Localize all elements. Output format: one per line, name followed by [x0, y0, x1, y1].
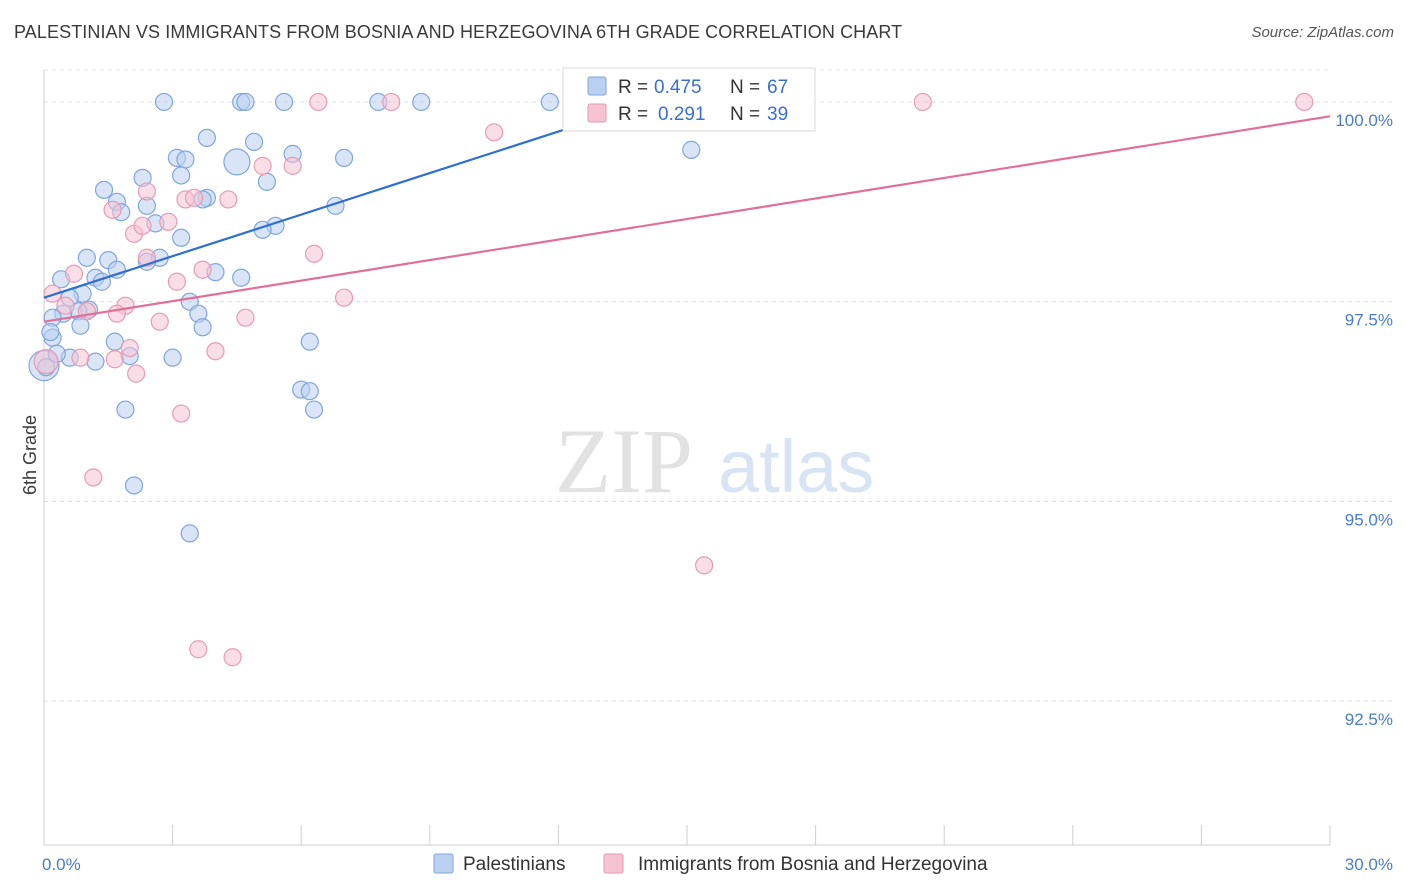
point-bosnia-36	[189, 640, 208, 659]
point-bosnia-32	[33, 349, 59, 375]
bottom-legend-label-palestinians: Palestinians	[463, 854, 565, 875]
point-bosnia-23	[107, 304, 126, 323]
point-bosnia-29	[105, 350, 124, 369]
point-bosnia-21	[56, 296, 75, 315]
point-palestinians-6	[540, 92, 559, 112]
point-bosnia-4	[485, 123, 504, 142]
point-bosnia-5	[253, 156, 272, 175]
bottom-legend-swatch-palestinians	[433, 853, 454, 874]
point-palestinians-57	[300, 382, 319, 401]
point-palestinians-9	[244, 132, 264, 152]
point-bosnia-20	[334, 288, 354, 307]
point-palestinians-11	[334, 148, 354, 167]
point-bosnia-17	[64, 264, 84, 283]
point-palestinians-14	[223, 148, 251, 176]
legend-n-value-2: 39	[767, 104, 788, 125]
bottom-legend-swatch-bosnia	[603, 853, 624, 874]
point-palestinians-0	[154, 92, 174, 112]
point-palestinians-60	[124, 476, 144, 495]
x-tick-labels: 0.0% 30.0%	[42, 855, 1393, 874]
legend-swatch-bosnia	[587, 103, 607, 123]
point-bosnia-3	[1295, 92, 1314, 112]
point-bosnia-31	[71, 348, 90, 367]
point-bosnia-14	[304, 244, 324, 263]
legend-r-value-2: 0.291	[658, 104, 706, 125]
point-palestinians-46	[193, 318, 212, 337]
y-tick-label-2: 95.0%	[1345, 510, 1393, 529]
point-palestinians-8	[197, 128, 216, 148]
point-bosnia-19	[43, 284, 62, 303]
source-label: Source: ZipAtlas.com	[1251, 24, 1394, 41]
y-tick-label-3: 92.5%	[1345, 710, 1393, 729]
point-bosnia-12	[159, 212, 178, 231]
point-palestinians-15	[172, 166, 191, 185]
legend-r-value-1: 0.475	[654, 77, 702, 98]
point-bosnia-33	[172, 404, 191, 423]
watermark: ZIP atlas	[555, 410, 874, 512]
trend-line-bosnia	[43, 115, 1331, 323]
point-bosnia-2	[913, 92, 932, 112]
point-palestinians-32	[107, 260, 126, 279]
legend-n-value-1: 67	[767, 77, 788, 98]
point-palestinians-5	[412, 92, 431, 112]
watermark-zip: ZIP	[555, 410, 693, 512]
watermark-atlas: atlas	[718, 425, 874, 508]
point-bosnia-26	[150, 312, 169, 331]
point-bosnia-6	[283, 156, 302, 175]
point-bosnia-16	[193, 260, 212, 279]
point-palestinians-50	[300, 332, 319, 351]
point-bosnia-25	[236, 308, 255, 327]
legend-r-label-1: R =	[618, 77, 648, 98]
series-legend: Palestinians Immigrants from Bosnia and …	[433, 853, 988, 875]
point-bosnia-11	[103, 200, 122, 219]
y-tick-label-0: 100.0%	[1335, 111, 1393, 130]
point-bosnia-35	[695, 556, 714, 575]
data-points	[28, 92, 1314, 667]
legend-swatch-palestinians	[587, 76, 607, 96]
point-bosnia-18	[167, 272, 186, 291]
point-bosnia-37	[223, 648, 242, 667]
point-bosnia-24	[77, 302, 96, 321]
point-palestinians-61	[180, 524, 199, 543]
correlation-legend: R = 0.475 N = 67 R = 0.291 N = 39	[562, 67, 816, 132]
point-bosnia-28	[120, 338, 139, 358]
point-bosnia-38	[133, 216, 152, 235]
legend-n-label-2: N =	[730, 104, 760, 125]
chart-title: PALESTINIAN VS IMMIGRANTS FROM BOSNIA AN…	[14, 22, 903, 42]
point-palestinians-58	[116, 400, 135, 419]
point-palestinians-29	[77, 248, 96, 267]
point-bosnia-1	[382, 92, 401, 112]
point-bosnia-34	[84, 468, 103, 487]
point-palestinians-54	[86, 352, 105, 371]
point-palestinians-63	[41, 322, 60, 342]
point-palestinians-13	[176, 150, 195, 169]
point-palestinians-34	[232, 268, 251, 287]
point-palestinians-17	[257, 172, 277, 191]
point-bosnia-27	[206, 342, 225, 361]
point-palestinians-62	[682, 140, 701, 159]
legend-n-label-1: N =	[730, 77, 760, 98]
point-palestinians-59	[304, 400, 324, 419]
x-tick-label-1: 30.0%	[1345, 855, 1393, 874]
point-bosnia-9	[184, 188, 204, 207]
y-tick-labels: 100.0% 97.5% 95.0% 92.5%	[1335, 111, 1393, 729]
y-tick-label-1: 97.5%	[1345, 311, 1393, 330]
axes	[43, 70, 1331, 846]
point-palestinians-2	[236, 92, 255, 112]
y-axis-label: 6th Grade	[20, 415, 40, 495]
point-palestinians-18	[94, 180, 114, 199]
point-bosnia-0	[309, 92, 328, 112]
point-bosnia-30	[127, 364, 146, 383]
legend-r-label-2: R =	[618, 104, 648, 125]
point-palestinians-28	[172, 228, 191, 247]
point-bosnia-10	[219, 190, 238, 209]
point-bosnia-7	[137, 182, 156, 201]
point-palestinians-52	[163, 348, 182, 367]
x-tick-label-0: 0.0%	[42, 855, 81, 874]
bottom-legend-label-bosnia: Immigrants from Bosnia and Herzegovina	[638, 854, 988, 875]
point-palestinians-3	[274, 92, 294, 112]
